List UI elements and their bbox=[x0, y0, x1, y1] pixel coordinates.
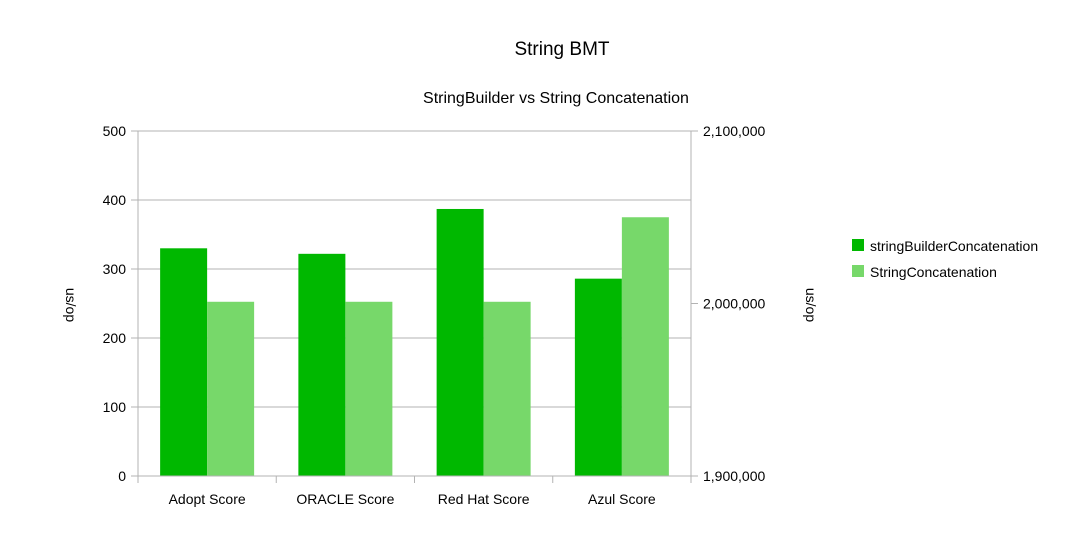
y-tick-label: 0 bbox=[118, 468, 126, 484]
legend-swatch-StringConcatenation bbox=[852, 265, 864, 277]
y2-tick-label: 2,100,000 bbox=[703, 123, 765, 139]
bars bbox=[160, 208, 669, 476]
legend: stringBuilderConcatenation StringConcaten… bbox=[852, 238, 1038, 280]
legend-swatch-stringBuilderConcatenation bbox=[852, 239, 864, 251]
chart-subtitle: StringBuilder vs String Concatenation bbox=[423, 90, 689, 107]
bar-StringConcatenation-2 bbox=[483, 301, 531, 476]
x-tick-label: Azul Score bbox=[588, 491, 656, 507]
y-tick-label: 300 bbox=[103, 261, 127, 277]
legend-label: StringConcatenation bbox=[870, 264, 997, 280]
y2-axis-label: us/op bbox=[803, 288, 819, 322]
bar-StringConcatenation-3 bbox=[621, 217, 669, 476]
chart-title: String BMT bbox=[514, 39, 609, 60]
y2-tick-label: 2,000,000 bbox=[703, 296, 765, 312]
y2-tick-label: 1,900,000 bbox=[703, 468, 765, 484]
bar-StringConcatenation-0 bbox=[207, 301, 255, 476]
bar-stringBuilderConcatenation-2 bbox=[436, 208, 484, 476]
tick-labels: 0 100 200 300 400 500 1,900,000 2,000,000 2,100,… bbox=[103, 123, 766, 507]
bar-stringBuilderConcatenation-1 bbox=[298, 253, 346, 476]
y-tick-label: 400 bbox=[103, 192, 127, 208]
y-tick-label: 500 bbox=[103, 123, 127, 139]
bar-stringBuilderConcatenation-0 bbox=[160, 248, 208, 476]
bar-StringConcatenation-1 bbox=[345, 301, 393, 476]
y-tick-label: 100 bbox=[103, 399, 127, 415]
legend-label: stringBuilderConcatenation bbox=[870, 238, 1038, 254]
x-tick-label: Adopt Score bbox=[169, 491, 246, 507]
bar-stringBuilderConcatenation-3 bbox=[574, 278, 622, 476]
y-tick-label: 200 bbox=[103, 330, 127, 346]
y-axis-label: us/op bbox=[63, 288, 79, 322]
axes bbox=[131, 130, 698, 483]
x-tick-label: ORACLE Score bbox=[296, 491, 394, 507]
x-tick-label: Red Hat Score bbox=[438, 491, 530, 507]
